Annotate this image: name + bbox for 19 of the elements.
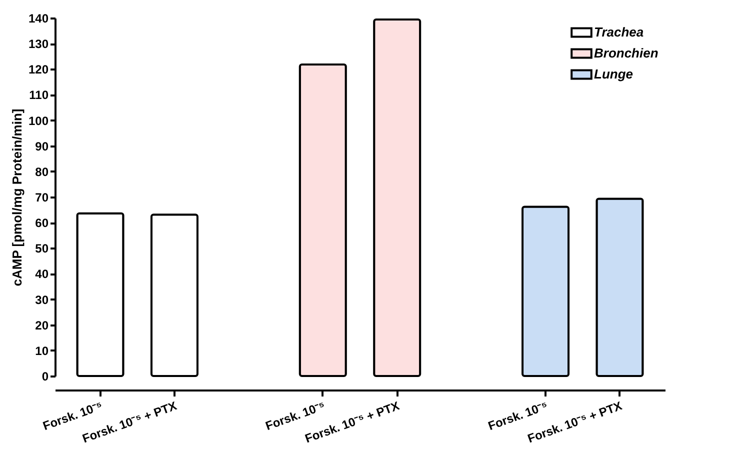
y-tick-label: 80 [35,164,49,179]
y-tick-label: 30 [35,292,49,307]
y-tick-label: 20 [35,318,49,332]
y-tick-label: 40 [35,267,49,282]
y-tick-label: 110 [29,88,49,102]
y-tick-label: 90 [35,139,49,154]
y-tick-label: 70 [35,190,49,204]
legend-label: Bronchien [594,46,658,60]
y-tick-label: 50 [35,242,49,256]
y-tick-label: 0 [42,370,49,384]
y-tick-label: 100 [28,114,49,128]
y-tick-label: 60 [35,216,49,230]
y-tick-label: 120 [28,62,49,77]
y-tick-label: 130 [28,37,49,52]
legend-label: Trachea [594,24,644,40]
legend-label: Lunge [594,66,633,82]
y-axis-title: cAMP [pmol/mg Protein/min] [9,108,24,286]
y-tick-label: 140 [28,12,49,26]
y-tick-label: 10 [35,344,49,358]
